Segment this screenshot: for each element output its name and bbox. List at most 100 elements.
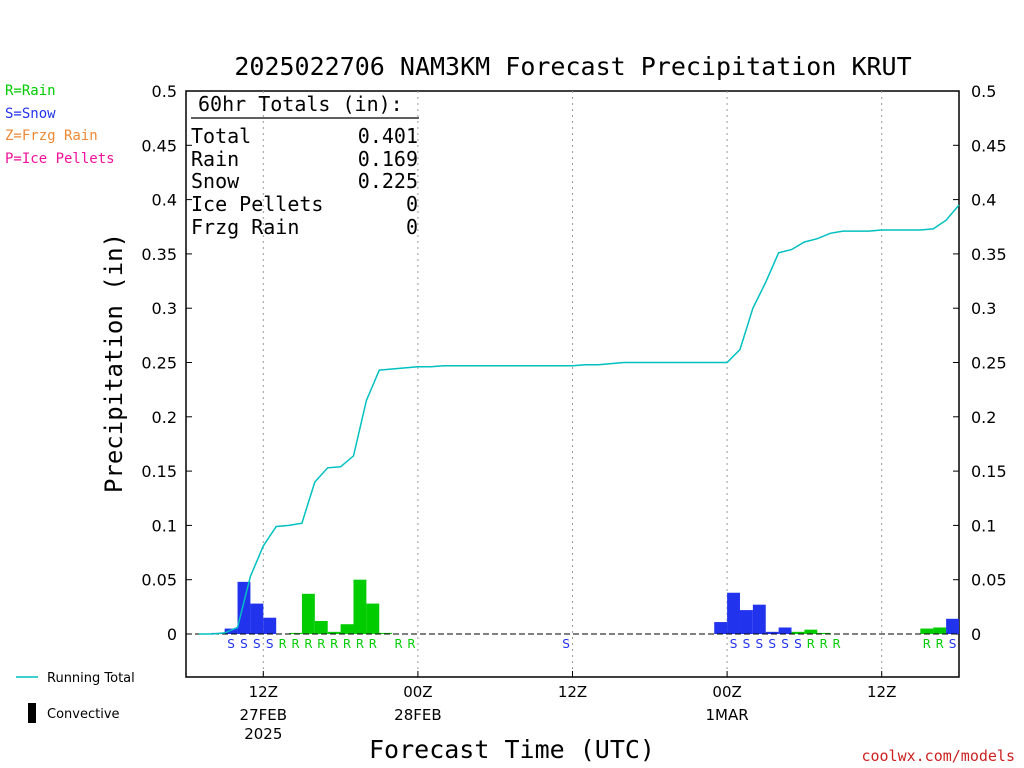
totals-label-frzg-rain: Frzg Rain [191,215,299,239]
y-tick-label-left: 0.3 [152,299,177,318]
y-tick-label-right: 0.25 [971,354,1007,373]
ptype-code: S [227,637,235,651]
ptype-code: R [317,637,325,651]
totals-value-snow: 0.225 [358,169,418,193]
y-tick-label-right: 0.05 [971,571,1007,590]
running-total-line [198,204,960,635]
precip-bar [791,631,805,634]
precip-bar [920,628,934,634]
precip-bar [946,618,959,634]
y-tick-label-left: 0.15 [141,462,177,481]
y-tick-label-right: 0 [971,625,981,644]
precip-bar [353,579,367,634]
precip-bar [778,627,792,634]
precip-bar [224,628,238,634]
running-total-legend-label: Running Total [47,671,135,686]
y-tick-label-left: 0.35 [141,245,177,264]
ptype-code: R [394,637,402,651]
ptype-code: S [562,637,570,651]
totals-value-ice-pellets: 0 [406,192,418,216]
y-tick-label-left: 0.45 [141,136,177,155]
precip-bar [752,604,766,634]
y-axis-label: Precipitation (in) [100,233,128,493]
totals-label-total: Total [191,124,251,148]
y-tick-label-right: 0.45 [971,136,1007,155]
precip-bar [379,632,393,634]
totals-label-rain: Rain [191,147,239,171]
x-tick-label: 12Z [867,683,896,701]
legend-rain: R=Rain [5,83,56,99]
ptype-legend: R=Rain S=Snow Z=Frzg Rain P=Ice Pellets [5,83,115,167]
precip-bar [714,622,728,634]
grid-lines [262,91,883,677]
ptype-code: S [949,637,957,651]
y-tick-label-right: 0.5 [971,82,996,101]
x-tick-label: 12Z [558,683,587,701]
legend-snow: S=Snow [5,106,56,122]
precip-bar [739,610,753,634]
y-tick-label-left: 0 [167,625,177,644]
precip-bar [314,620,328,634]
precip-bar [263,617,277,634]
x-tick-date: 28FEB [394,706,441,724]
x-tick-label: 00Z [712,683,741,701]
precip-bar [289,632,302,634]
ptype-code: S [253,637,261,651]
legend-frzg-rain: Z=Frzg Rain [5,128,98,144]
precip-bar [301,593,315,634]
ptype-code: S [794,637,802,651]
totals-value-frzg-rain: 0 [406,215,418,239]
ptype-code: R [407,637,415,651]
ptype-code: R [923,637,931,651]
totals-box: 60hr Totals (in): Total 0.401 Rain 0.169… [191,92,419,239]
totals-label-ice-pellets: Ice Pellets [191,192,323,216]
y-tick-label-left: 0.2 [152,408,177,427]
y-tick-label-left: 0.1 [152,516,177,535]
ptype-code: R [936,637,944,651]
precip-bar [817,632,831,634]
ptype-code: S [266,637,274,651]
ptype-code: R [832,637,840,651]
ptype-code: R [369,637,377,651]
ptype-code: R [304,637,312,651]
precip-bar [250,603,264,634]
ptype-code: R [807,637,815,651]
ptype-code: S [755,637,763,651]
ptype-code: R [820,637,828,651]
precip-bars [211,579,959,634]
precip-bar [804,629,818,634]
convective-legend-label: Convective [47,707,120,722]
ptype-code: S [730,637,738,651]
y-tick-label-right: 0.15 [971,462,1007,481]
y-tick-label-right: 0.2 [971,408,996,427]
ptype-code: S [768,637,776,651]
ptype-code: R [343,637,351,651]
y-tick-label-right: 0.3 [971,299,996,318]
precip-bar [237,581,251,634]
y-tick-label-right: 0.4 [971,191,996,210]
ptype-code: S [743,637,751,651]
y-axis-ticks: 0.5 0.5 0.45 0.45 0.4 0.4 0.35 0.35 0.3 0.3 0.25 0.… [141,82,1006,644]
legend-ice-pellets: P=Ice Pellets [5,151,115,167]
convective-legend-swatch [28,703,36,723]
totals-value-total: 0.401 [358,124,418,148]
totals-value-rain: 0.169 [358,147,418,171]
y-tick-label-left: 0.4 [152,191,177,210]
precip-bar [933,627,947,634]
precip-bar [327,631,341,634]
y-tick-label-right: 0.35 [971,245,1007,264]
precip-bar [727,592,740,634]
y-tick-label-right: 0.1 [971,516,996,535]
ptype-code: R [278,637,286,651]
y-tick-label-left: 0.05 [141,571,177,590]
ptype-code: R [330,637,338,651]
ptype-code: R [291,637,299,651]
ptype-code: S [781,637,789,651]
y-tick-label-left: 0.5 [152,82,177,101]
x-tick-label: 00Z [403,683,432,701]
x-axis-label: Forecast Time (UTC) [369,735,655,764]
precip-bar [765,631,779,634]
ptype-code: R [356,637,364,651]
